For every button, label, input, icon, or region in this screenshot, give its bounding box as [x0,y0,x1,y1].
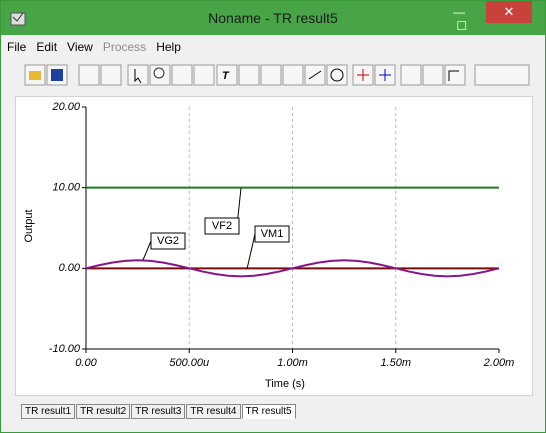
tool-button[interactable] [100,64,122,86]
title-bar: Noname - TR result5 — ☐ ✕ [1,1,545,35]
icon [308,70,322,80]
tab[interactable]: TR result3 [131,404,186,419]
icon: T [222,70,230,82]
annotation-arrow [142,240,152,261]
tool-button[interactable] [444,64,466,86]
tool-button[interactable] [282,64,304,86]
status-bar [7,421,537,431]
menu-item[interactable]: Help [156,40,181,54]
icon [357,69,369,81]
tab-bar: TR result1 TR result2 TR result3 TR result4… [21,401,297,419]
icon [29,71,41,80]
tool-button[interactable] [216,64,238,86]
x-tick-label: 0.00 [75,357,97,369]
chart-background [15,96,533,396]
y-tick-label: 20.00 [51,101,80,113]
y-tick-label: -10.00 [49,343,81,355]
toolbar: T [24,64,530,86]
series-label: VF2 [212,220,232,232]
tab[interactable]: TR result5 [241,404,296,419]
tool-button[interactable] [127,64,149,86]
tool-button[interactable] [400,64,422,86]
series-line [85,259,500,278]
y-tick-label: 10.00 [52,182,80,194]
x-axis-label: Time (s) [265,378,305,390]
x-tick-label: 2.00m [483,357,515,369]
y-tick-label: 0.00 [59,262,81,274]
tool-button[interactable] [260,64,282,86]
icon [330,68,344,82]
icon [51,69,63,81]
icon [134,69,142,84]
tab[interactable]: TR result4 [186,404,241,419]
menu-item[interactable]: Edit [36,40,58,54]
tool-button[interactable] [78,64,100,86]
annotation-box [150,232,186,250]
x-tick-label: 1.00m [277,357,308,369]
annotation-box [204,217,240,235]
annotation-arrow [246,233,256,270]
tool-button[interactable] [171,64,193,86]
menu-item[interactable]: View [67,40,93,54]
tool-button[interactable] [193,64,215,86]
series-label: VG2 [157,235,179,247]
tool-button[interactable] [474,64,530,86]
chart: Time (s) Output 0.00 500.00u 1.00m 1.50m 2.0… [15,96,533,396]
tab[interactable]: TR result2 [76,404,131,419]
y-axis-label: Output [23,209,35,242]
tool-button[interactable] [422,64,444,86]
icon [379,69,391,81]
window-controls[interactable]: — ☐ [453,5,468,33]
annotation-box [254,225,290,243]
close-button[interactable]: ✕ [486,1,532,23]
icon [448,70,459,81]
window-title: Noname - TR result5 [208,10,338,26]
menu-item: Process [102,40,147,54]
series-label: VM1 [261,228,284,240]
x-tick-label: 1.50m [380,357,411,369]
menu-item[interactable]: File [7,40,27,54]
menu-bar: File Edit View Process Help [7,37,191,57]
app-icon [10,12,26,26]
tool-button[interactable] [326,64,348,86]
tab[interactable]: TR result1 [21,404,76,419]
tool-button[interactable] [238,64,260,86]
x-tick-label: 500.00u [169,357,209,369]
icon [153,67,165,79]
